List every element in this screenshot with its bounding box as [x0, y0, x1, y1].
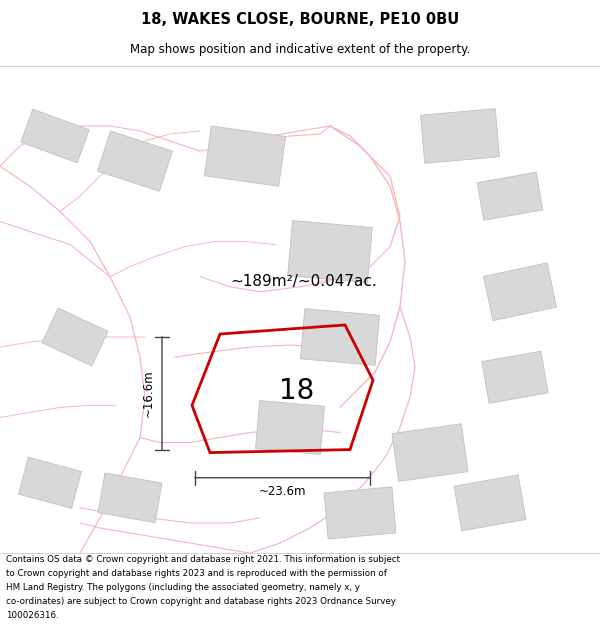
- Text: to Crown copyright and database rights 2023 and is reproduced with the permissio: to Crown copyright and database rights 2…: [6, 569, 387, 578]
- Text: co-ordinates) are subject to Crown copyright and database rights 2023 Ordnance S: co-ordinates) are subject to Crown copyr…: [6, 598, 396, 606]
- Text: ~16.6m: ~16.6m: [142, 369, 155, 417]
- Polygon shape: [454, 475, 526, 531]
- Polygon shape: [205, 126, 286, 186]
- Polygon shape: [19, 457, 82, 508]
- Polygon shape: [256, 401, 325, 454]
- Polygon shape: [301, 309, 380, 366]
- Polygon shape: [42, 308, 108, 366]
- Text: 18: 18: [279, 377, 314, 405]
- Text: Map shows position and indicative extent of the property.: Map shows position and indicative extent…: [130, 42, 470, 56]
- Polygon shape: [98, 131, 172, 191]
- Polygon shape: [477, 173, 543, 221]
- Polygon shape: [392, 424, 468, 481]
- Polygon shape: [484, 263, 556, 321]
- Polygon shape: [21, 109, 89, 163]
- Text: ~189m²/~0.047ac.: ~189m²/~0.047ac.: [230, 274, 377, 289]
- Text: 100026316.: 100026316.: [6, 611, 59, 621]
- Text: Contains OS data © Crown copyright and database right 2021. This information is : Contains OS data © Crown copyright and d…: [6, 555, 400, 564]
- Polygon shape: [98, 473, 162, 522]
- Text: HM Land Registry. The polygons (including the associated geometry, namely x, y: HM Land Registry. The polygons (includin…: [6, 583, 360, 592]
- Polygon shape: [288, 221, 372, 282]
- Text: ~23.6m: ~23.6m: [259, 485, 306, 498]
- Polygon shape: [421, 109, 499, 163]
- Text: 18, WAKES CLOSE, BOURNE, PE10 0BU: 18, WAKES CLOSE, BOURNE, PE10 0BU: [141, 12, 459, 27]
- Polygon shape: [324, 487, 396, 539]
- Polygon shape: [482, 351, 548, 403]
